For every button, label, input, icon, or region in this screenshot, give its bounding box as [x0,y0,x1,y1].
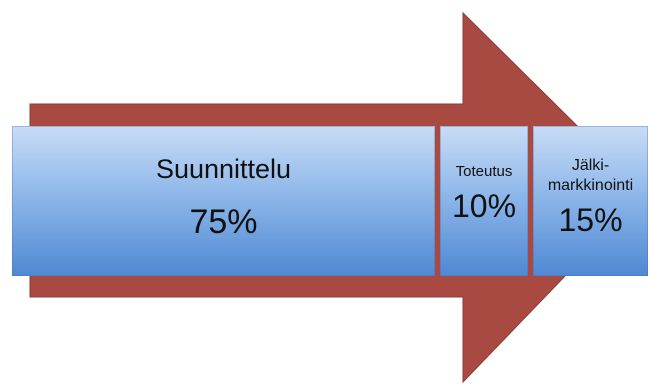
phase-implementation: Toteutus 10% [440,126,528,276]
phase-planning-value: 75% [189,203,258,241]
phase-aftermarketing: Jälki- markkinointi 15% [533,126,648,276]
phase-planning: Suunnittelu 75% [12,126,435,276]
phase-implementation-value: 10% [451,188,517,224]
phase-implementation-label: Toteutus [455,163,513,180]
segment-divider [528,124,533,278]
segment-divider [435,124,440,278]
phase-aftermarketing-label: Jälki- markkinointi [547,156,634,194]
phase-planning-label: Suunnittelu [155,154,292,184]
phase-aftermarketing-value: 15% [558,201,623,238]
